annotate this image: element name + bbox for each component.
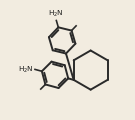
Text: H$_2$N: H$_2$N xyxy=(18,64,34,75)
Text: H$_2$N: H$_2$N xyxy=(48,9,64,19)
